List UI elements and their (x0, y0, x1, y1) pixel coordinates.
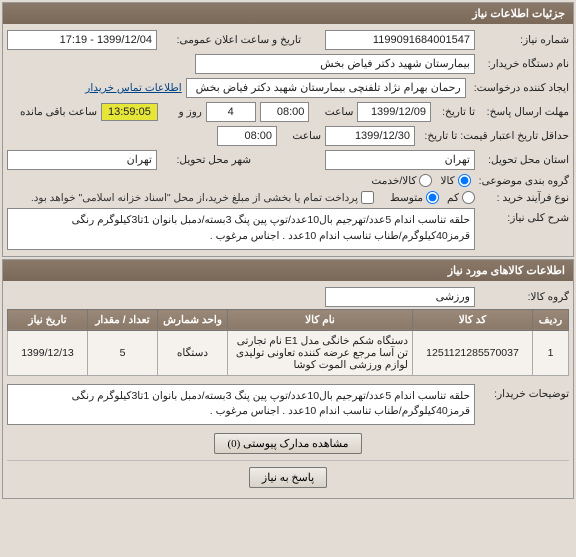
deliver-province-label: استان محل تحویل: (479, 154, 569, 166)
creator-value: رحمان بهرام نژاد تلفنچی بیمارستان شهید د… (186, 78, 466, 98)
table-row: 1 1251121285570037 دستگاه شکم خانگی مدل … (8, 330, 569, 375)
view-docs-button[interactable]: مشاهده مدارک پیوستی (0) (214, 433, 361, 454)
deadline-hour-label: ساعت (313, 106, 353, 118)
items-header: اطلاعات کالاهای مورد نیاز (3, 260, 573, 281)
countdown-remain-label: ساعت باقی مانده (7, 106, 97, 118)
contact-link[interactable]: اطلاعات تماس خریدار (85, 82, 181, 94)
buyer-notes-label: توضیحات خریدار: (479, 384, 569, 400)
partial-pay-label: پرداخت تمام یا بخشی از مبلغ خرید،از محل … (31, 192, 358, 204)
deliver-city: تهران (7, 150, 157, 170)
credit-date: 1399/12/30 (325, 126, 415, 146)
subject-radio-group: کالا کالا/خدمت (371, 174, 470, 187)
goods-radio[interactable] (458, 174, 471, 187)
goods-service-radio[interactable] (419, 174, 432, 187)
reply-button[interactable]: پاسخ به نیاز (249, 467, 327, 488)
goods-radio-label: کالا (440, 175, 454, 187)
col-date: تاریخ نیاز (8, 309, 88, 330)
process-radio-group: کم متوسط (390, 191, 475, 204)
deliver-city-label: شهر محل تحویل: (161, 154, 251, 166)
process-mid-label: متوسط (390, 192, 423, 204)
subject-label: گروه بندی موضوعی: (475, 175, 569, 187)
need-number-value: 1199091684001547 (325, 30, 475, 50)
col-code: کد کالا (413, 309, 533, 330)
buyer-device-label: نام دستگاه خریدار: (479, 58, 569, 70)
deadline-label: مهلت ارسال پاسخ: (479, 106, 569, 118)
group-label: گروه کالا: (479, 291, 569, 303)
credit-hour-label: ساعت (281, 130, 321, 142)
cell-date: 1399/12/13 (8, 330, 88, 375)
cell-name: دستگاه شکم خانگی مدل E1 نام تجارتی تن آس… (228, 330, 413, 375)
cell-code: 1251121285570037 (413, 330, 533, 375)
announce-value: 1399/12/04 - 17:19 (7, 30, 157, 50)
cell-unit: دستگاه (158, 330, 228, 375)
credit-label: حداقل تاریخ اعتبار قیمت: تا تاریخ: (419, 130, 569, 142)
partial-pay-checkbox[interactable] (361, 191, 374, 204)
process-label: نوع فرآیند خرید : (479, 192, 569, 204)
countdown-timer: 13:59:05 (101, 103, 158, 121)
deadline-hour: 08:00 (260, 102, 310, 122)
deliver-province: تهران (325, 150, 475, 170)
countdown-days: 4 (206, 102, 256, 122)
goods-service-radio-label: کالا/خدمت (371, 175, 416, 187)
need-details-panel: جزئیات اطلاعات نیاز شماره نیاز: 11990916… (2, 2, 574, 257)
process-mid-radio[interactable] (426, 191, 439, 204)
col-name: نام کالا (228, 309, 413, 330)
buyer-device-value: بیمارستان شهید دکتر فیاض بخش (195, 54, 475, 74)
items-table: ردیف کد کالا نام کالا واحد شمارش تعداد /… (7, 309, 569, 376)
announce-label: تاریخ و ساعت اعلان عمومی: (161, 34, 301, 46)
deadline-date: 1399/12/09 (357, 102, 431, 122)
col-qty: تعداد / مقدار (88, 309, 158, 330)
col-unit: واحد شمارش (158, 309, 228, 330)
items-panel: اطلاعات کالاهای مورد نیاز گروه کالا: ورز… (2, 259, 574, 500)
process-low-label: کم (447, 192, 459, 204)
cell-qty: 5 (88, 330, 158, 375)
deadline-to-label: تا تاریخ: (435, 106, 475, 118)
group-value: ورزشی (325, 287, 475, 307)
buyer-notes-text: حلقه تناسب اندام 5عدد/تهرجیم بال10عدد/تو… (7, 384, 475, 426)
need-details-header: جزئیات اطلاعات نیاز (3, 3, 573, 24)
creator-label: ایجاد کننده درخواست: (470, 82, 569, 94)
process-low-radio[interactable] (462, 191, 475, 204)
countdown-days-label: روز و (162, 106, 202, 118)
summary-label: شرح کلی نیاز: (479, 208, 569, 224)
credit-hour: 08:00 (217, 126, 277, 146)
summary-text: حلقه تناسب اندام 5عدد/تهرجیم بال10عدد/تو… (7, 208, 475, 250)
col-idx: ردیف (533, 309, 569, 330)
cell-idx: 1 (533, 330, 569, 375)
need-number-label: شماره نیاز: (479, 34, 569, 46)
